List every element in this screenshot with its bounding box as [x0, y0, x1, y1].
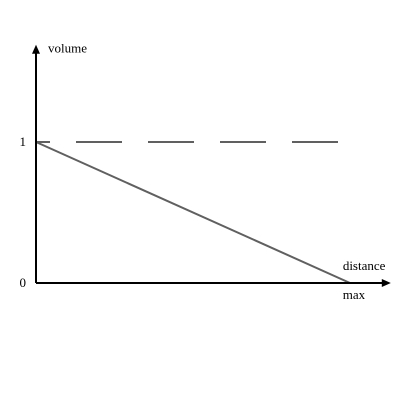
tick-labels: 0 1 max	[20, 134, 366, 302]
y-axis-arrow-icon	[32, 44, 40, 54]
x-tick-label: max	[343, 287, 366, 302]
y-tick-label: 0	[20, 275, 27, 290]
y-axis-label: volume	[48, 41, 87, 56]
x-axis-label: distance	[343, 258, 386, 273]
series-layer	[35, 141, 351, 284]
volume-line	[35, 141, 351, 284]
x-axis-arrow-icon	[381, 279, 391, 287]
y-tick-label: 1	[20, 134, 27, 149]
axes	[32, 44, 391, 287]
